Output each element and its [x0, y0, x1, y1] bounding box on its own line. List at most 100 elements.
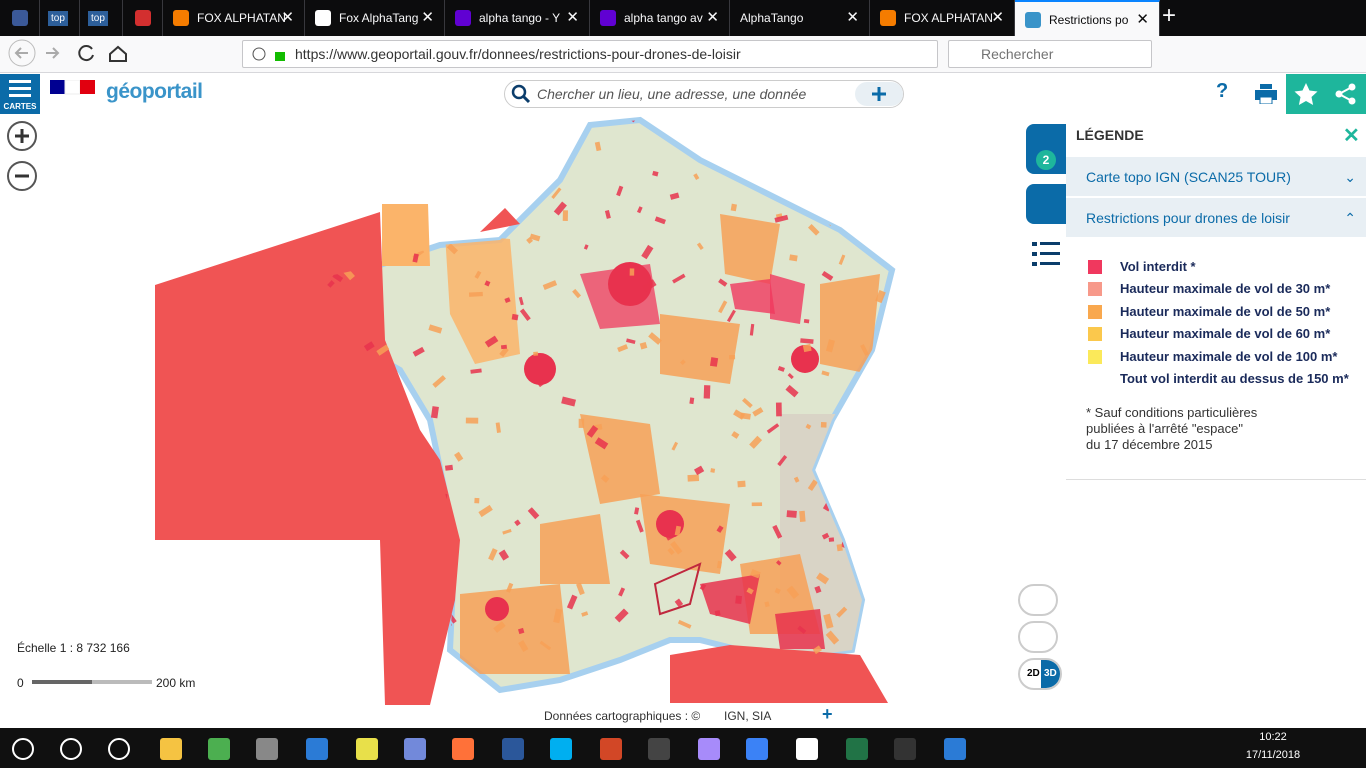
- restriction-zone: [777, 365, 785, 372]
- tab-close[interactable]: ✕: [421, 9, 434, 26]
- tab[interactable]: Restrictions po ✕: [1015, 0, 1160, 36]
- view-3d[interactable]: 3D: [1041, 660, 1060, 688]
- help-button[interactable]: ?: [1216, 80, 1229, 102]
- taskbar-icon[interactable]: [698, 738, 720, 760]
- legend-item: Hauteur maximale de vol de 50 m*: [1088, 304, 1330, 322]
- locate-button[interactable]: [1018, 584, 1058, 616]
- attribution-text: Données cartographiques : ©: [544, 709, 701, 723]
- taskbar-icon[interactable]: [550, 738, 572, 760]
- tab[interactable]: Fox AlphaTang ✕: [305, 0, 445, 36]
- legend-item: Hauteur maximale de vol de 60 m*: [1088, 326, 1330, 344]
- taskbar-icon[interactable]: [404, 738, 426, 760]
- taskbar-icon[interactable]: [356, 738, 378, 760]
- tab-close[interactable]: ✕: [1136, 11, 1149, 28]
- url-bar[interactable]: https://www.geoportail.gouv.fr/donnees/r…: [242, 40, 938, 68]
- restriction-zone: [363, 341, 375, 352]
- tab-close[interactable]: ✕: [281, 9, 294, 26]
- restriction-zone: [800, 338, 814, 344]
- menu-button[interactable]: CARTES: [0, 74, 40, 114]
- view-toggle[interactable]: 2D 3D: [1018, 658, 1062, 690]
- tab[interactable]: alpha tango av ✕: [590, 0, 730, 36]
- fullscreen-button[interactable]: [1018, 621, 1058, 653]
- back-button[interactable]: [8, 39, 36, 67]
- taskbar-icon[interactable]: [600, 738, 622, 760]
- tab-close[interactable]: ✕: [991, 9, 1004, 26]
- restriction-zone: [821, 370, 830, 377]
- tab[interactable]: AlphaTango ✕: [730, 0, 870, 36]
- share-button[interactable]: [1326, 74, 1366, 114]
- view-2d[interactable]: 2D: [1027, 668, 1040, 679]
- taskbar-icon[interactable]: [60, 738, 82, 760]
- restriction-zone: [774, 214, 789, 223]
- tab-facebook[interactable]: [0, 0, 40, 36]
- attribution-expand[interactable]: +: [822, 704, 833, 724]
- restriction-zone: [799, 510, 806, 523]
- taskbar-icon[interactable]: [894, 738, 916, 760]
- taskbar-icon[interactable]: [108, 738, 130, 760]
- restriction-zone: [576, 582, 585, 596]
- restriction-zone: [836, 544, 843, 552]
- restriction-zone: [789, 254, 798, 262]
- restriction-zone: [478, 504, 493, 518]
- favorite-button[interactable]: [1286, 74, 1326, 114]
- restriction-zone: [786, 585, 800, 599]
- taskbar-icon[interactable]: [12, 738, 34, 760]
- browser-search[interactable]: Rechercher: [948, 40, 1152, 68]
- legend-layer[interactable]: Restrictions pour drones de loisir ⌃: [1066, 198, 1366, 238]
- taskbar-icon[interactable]: [452, 738, 474, 760]
- reload-button[interactable]: [78, 45, 94, 62]
- taskbar-icon[interactable]: [256, 738, 278, 760]
- tab-close[interactable]: ✕: [566, 9, 579, 26]
- restriction-zone: [430, 406, 439, 419]
- restriction-zone: [539, 640, 552, 651]
- tab-icon: [315, 10, 331, 26]
- tab-pinned[interactable]: [123, 0, 163, 36]
- tab-icon: [455, 10, 471, 26]
- restriction-zone: [468, 291, 483, 297]
- taskbar-icon[interactable]: [944, 738, 966, 760]
- attribution-bar: Données cartographiques : © IGN, SIA +: [0, 704, 1366, 728]
- restriction-zone: [639, 341, 648, 350]
- tab[interactable]: FOX ALPHATAN ✕: [163, 0, 305, 36]
- tab-close[interactable]: ✕: [846, 9, 859, 26]
- tab-title: FOX ALPHATAN: [197, 11, 286, 25]
- taskbar-icon[interactable]: [796, 738, 818, 760]
- taskbar-icon[interactable]: [160, 738, 182, 760]
- layers-button[interactable]: 2: [1026, 124, 1066, 174]
- tools-button[interactable]: [1026, 184, 1066, 224]
- tab-close[interactable]: ✕: [706, 9, 719, 26]
- restriction-zone: [750, 569, 761, 579]
- tab[interactable]: top: [80, 0, 123, 36]
- restriction-zone: [614, 608, 629, 623]
- taskbar-icon[interactable]: [502, 738, 524, 760]
- legend-button[interactable]: [1032, 242, 1060, 266]
- legend-swatch: [1088, 327, 1102, 342]
- site-logo[interactable]: géoportail: [106, 80, 203, 103]
- layer-toggle[interactable]: ⌃: [1344, 210, 1356, 226]
- restriction-zone: [776, 560, 782, 566]
- legend-layer[interactable]: Carte topo IGN (SCAN25 TOUR) ⌄: [1066, 157, 1366, 197]
- forward-button[interactable]: [46, 47, 60, 59]
- print-button[interactable]: [1246, 74, 1286, 114]
- taskbar-icon[interactable]: [846, 738, 868, 760]
- taskbar-icon[interactable]: [306, 738, 328, 760]
- taskbar-icon[interactable]: [746, 738, 768, 760]
- legend-close[interactable]: ✕: [1343, 125, 1360, 147]
- layer-toggle[interactable]: ⌄: [1344, 169, 1356, 185]
- home-button[interactable]: [109, 45, 127, 62]
- restriction-zone: [499, 346, 509, 358]
- site-search[interactable]: Chercher un lieu, une adresse, une donné…: [504, 80, 904, 108]
- tab[interactable]: FOX ALPHATAN ✕: [870, 0, 1015, 36]
- taskbar-icon[interactable]: [648, 738, 670, 760]
- taskbar-icon[interactable]: [208, 738, 230, 760]
- restriction-zone: [583, 244, 589, 250]
- restriction-zone: [578, 418, 585, 428]
- search-add[interactable]: [855, 82, 903, 106]
- tab[interactable]: top: [40, 0, 80, 36]
- restriction-zone: [709, 357, 719, 367]
- legend-label: Vol interdit *: [1120, 259, 1196, 274]
- restriction-zone: [581, 611, 589, 617]
- tab[interactable]: alpha tango - Y ✕: [445, 0, 590, 36]
- new-tab[interactable]: +: [1162, 2, 1177, 29]
- map[interactable]: [0, 114, 1066, 705]
